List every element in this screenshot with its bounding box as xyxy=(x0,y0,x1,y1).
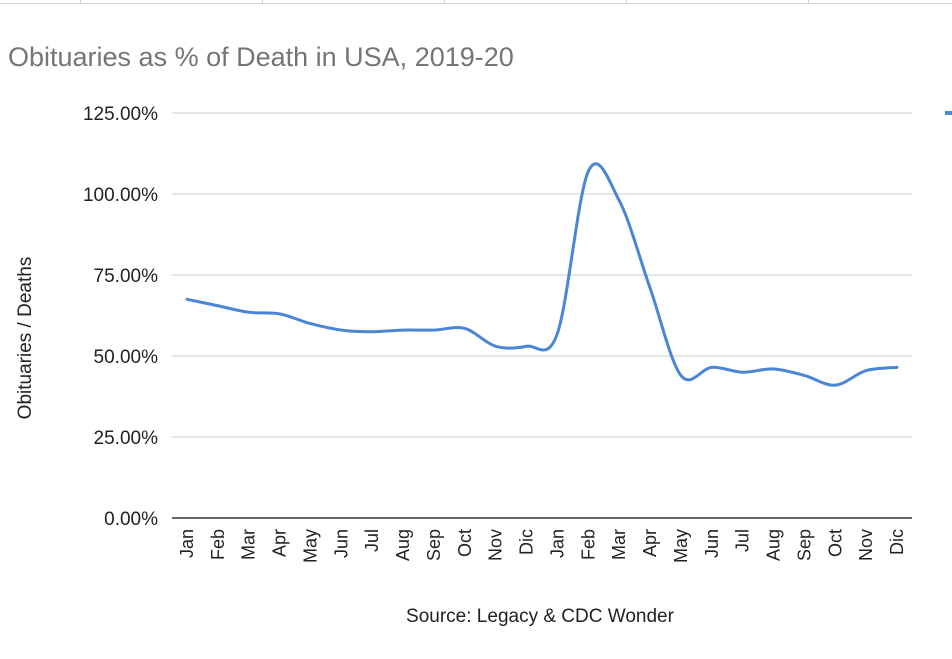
x-tick-label: Jul xyxy=(733,529,753,552)
x-tick-label: Oct xyxy=(825,529,845,557)
x-tick-label: Jul xyxy=(362,529,382,552)
x-tick-label: Sep xyxy=(794,529,814,561)
x-tick-label: May xyxy=(300,529,320,563)
x-tick-label: Dic xyxy=(517,529,537,555)
x-tick-label: Mar xyxy=(609,529,629,560)
x-tick-label: Oct xyxy=(455,529,475,557)
y-tick-label: 50.00% xyxy=(94,347,159,368)
x-tick-label: Feb xyxy=(578,529,598,560)
series-layer xyxy=(185,162,899,387)
x-axis-title: Source: Legacy & CDC Wonder xyxy=(406,606,675,627)
series-line xyxy=(185,162,899,387)
y-axis-title: Obituaries / Deaths xyxy=(15,257,36,420)
gridlines xyxy=(172,112,912,519)
x-tick-label: Apr xyxy=(270,529,290,557)
legend-swatch xyxy=(945,111,952,115)
top-divider xyxy=(80,0,81,4)
y-tick-label: 75.00% xyxy=(94,266,159,287)
x-tick-label: Sep xyxy=(424,529,444,561)
top-divider xyxy=(262,0,263,4)
y-tick-label: 125.00% xyxy=(83,104,158,125)
y-tick-label: 0.00% xyxy=(104,509,158,530)
x-tick-label: Jan xyxy=(547,529,567,558)
y-tick-label: 25.00% xyxy=(94,428,159,449)
top-divider xyxy=(444,0,445,4)
x-tick-label: Nov xyxy=(486,529,506,561)
x-tick-label: Feb xyxy=(208,529,228,560)
y-tick-label: 100.00% xyxy=(83,185,158,206)
top-divider xyxy=(808,0,809,4)
x-tick-label: Nov xyxy=(856,529,876,561)
x-tick-label: May xyxy=(671,529,691,563)
x-tick-label: Aug xyxy=(764,529,784,561)
x-tick-label: Apr xyxy=(640,529,660,557)
top-divider xyxy=(626,0,627,4)
x-tick-label: Jun xyxy=(331,529,351,558)
x-tick-label: Mar xyxy=(239,529,259,560)
top-border xyxy=(0,0,952,4)
x-tick-label: Dic xyxy=(887,529,907,555)
chart-title: Obituaries as % of Death in USA, 2019-20 xyxy=(8,42,514,72)
x-tick-label: Aug xyxy=(393,529,413,561)
x-tick-labels: Jan Feb Mar Apr May Jun Jul Aug Sep Oct Nov Dic Jan F… xyxy=(177,529,907,563)
x-tick-label: Jan xyxy=(177,529,197,558)
y-tick-labels: 0.00% 25.00% 50.00% 75.00% 100.00% 125.00% xyxy=(83,104,158,530)
x-tick-label: Jun xyxy=(702,529,722,558)
